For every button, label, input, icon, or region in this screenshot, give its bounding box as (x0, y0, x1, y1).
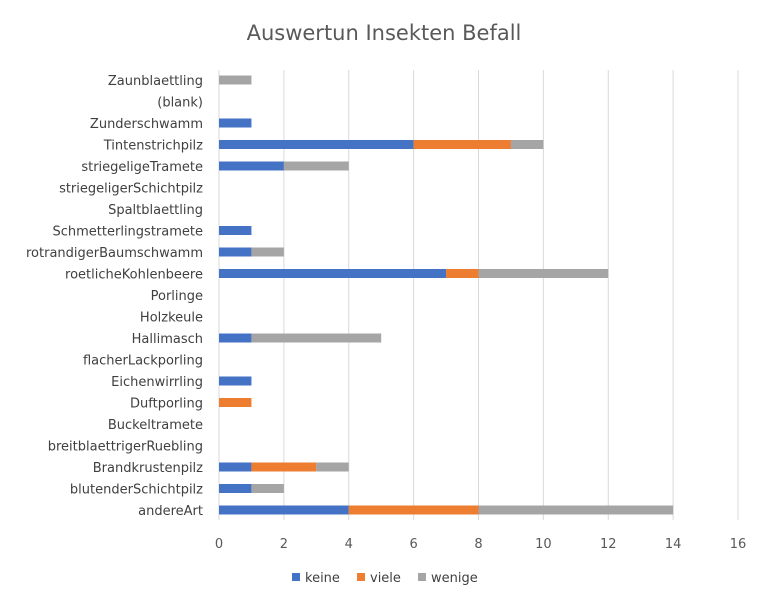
category-label: striegeligerSchichtpilz (59, 182, 203, 197)
bar-viele-15 (219, 398, 252, 407)
category-label: flacherLackporling (83, 354, 203, 369)
category-label: Hallimasch (132, 332, 203, 347)
category-labels: Zaunblaettling (blank) Zunderschwamm Tinten… (26, 74, 203, 519)
bar-keine-12 (219, 333, 252, 343)
bar-wenige-8 (251, 247, 284, 257)
bar-wenige-3 (510, 140, 544, 149)
category-label: Zaunblaettling (108, 74, 203, 89)
category-label: Schmetterlingstramete (53, 225, 204, 240)
bar-viele-9 (446, 269, 479, 278)
legend-swatch-viele (357, 573, 365, 581)
category-label: (blank) (157, 96, 203, 111)
x-tick-label: 12 (600, 537, 617, 552)
x-tick-label: 0 (215, 537, 223, 552)
bar-wenige-18 (316, 462, 349, 472)
legend-swatch-wenige (418, 573, 426, 581)
category-label: Tintenstrichpilz (103, 139, 203, 154)
category-label: Spaltblaettling (108, 203, 203, 218)
bar-keine-3 (219, 140, 414, 149)
bar-wenige-19 (251, 484, 284, 493)
legend-label: viele (370, 571, 401, 586)
bar-wenige-0 (219, 75, 252, 85)
x-tick-label: 8 (474, 537, 482, 552)
x-tick-label: 2 (280, 537, 288, 552)
category-label: Zunderschwamm (90, 117, 203, 132)
bar-keine-18 (219, 462, 252, 472)
category-label: andereArt (138, 504, 203, 519)
bar-keine-4 (219, 161, 284, 171)
bar-viele-3 (413, 140, 511, 149)
legend-label: wenige (431, 571, 478, 586)
category-label: Buckeltramete (108, 418, 203, 433)
category-label: breitblaettrigerRuebling (48, 440, 203, 455)
legend-label: keine (305, 571, 340, 586)
bar-keine-9 (219, 269, 447, 278)
bar-keine-8 (219, 247, 252, 257)
x-tick-label: 10 (535, 537, 552, 552)
bar-keine-20 (219, 505, 349, 515)
bar-keine-14 (219, 376, 252, 386)
x-tick-label: 6 (409, 537, 417, 552)
bar-wenige-4 (283, 161, 349, 171)
category-label: roetlicheKohlenbeere (65, 268, 203, 283)
category-label: striegeligeTramete (81, 160, 203, 175)
bar-keine-19 (219, 484, 252, 493)
bar-wenige-20 (478, 505, 674, 515)
bar-keine-2 (219, 118, 252, 128)
category-label: Duftporling (130, 397, 203, 412)
legend: keine viele wenige (292, 571, 478, 586)
category-label: Porlinge (151, 289, 203, 304)
grid-lines (218, 70, 739, 520)
bar-viele-18 (251, 462, 317, 472)
bar-keine-7 (219, 226, 252, 235)
category-label: blutenderSchichtpilz (70, 483, 203, 498)
bar-viele-20 (348, 505, 479, 515)
category-label: Brandkrustenpilz (93, 461, 203, 476)
bar-wenige-12 (251, 333, 382, 343)
x-axis-tick-labels: 0 2 4 6 8 10 12 14 16 (215, 537, 746, 552)
category-label: Holzkeule (140, 311, 203, 326)
x-tick-label: 14 (665, 537, 682, 552)
category-label: Eichenwirrling (111, 375, 203, 390)
bar-wenige-9 (478, 269, 609, 278)
category-label: rotrandigerBaumschwamm (26, 246, 203, 261)
legend-swatch-keine (292, 573, 300, 581)
chart-title: Auswertun Insekten Befall (247, 21, 522, 45)
x-tick-label: 4 (345, 537, 353, 552)
bar-series (219, 75, 674, 515)
x-tick-label: 16 (730, 537, 747, 552)
